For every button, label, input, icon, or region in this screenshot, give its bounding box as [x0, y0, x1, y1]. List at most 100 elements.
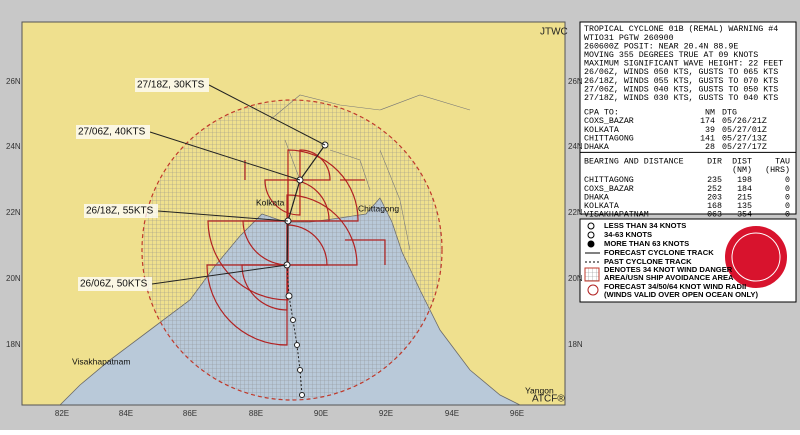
lon-label: 92E [379, 409, 393, 418]
info-panel [579, 21, 797, 215]
agency-label: JTWC [540, 27, 568, 38]
label-box [78, 277, 152, 291]
lon-label: 86E [183, 409, 197, 418]
forecast-track [286, 144, 326, 266]
lat-label: 20N [568, 274, 583, 283]
past-track [286, 264, 303, 396]
forecast-label: 27/18Z, 30KTS [137, 80, 205, 91]
panel-line: 26/06Z, WINDS 050 KTS, GUSTS TO 065 KTS [584, 67, 778, 77]
map [22, 22, 565, 405]
place-label: Chittagong [358, 203, 399, 213]
bearing-cell: 198 [737, 176, 752, 185]
forecast-label: 26/18Z, 55KTS [86, 206, 154, 217]
lat-label: 18N [6, 340, 21, 349]
place-label: Kolkata [256, 197, 285, 207]
cpa-cell: 39 [705, 126, 715, 135]
leader-line [151, 264, 288, 285]
legend-item: DENOTES 34 KNOT WIND DANGER [604, 265, 733, 274]
legend-item: LESS THAN 34 KNOTS [604, 221, 686, 230]
bearing-header: BEARING AND DISTANCE [584, 158, 684, 167]
panel-line: TROPICAL CYCLONE 01B (REMAL) WARNING #4 [584, 24, 778, 34]
panel-line: 26/18Z, WINDS 055 KTS, GUSTS TO 070 KTS [584, 76, 778, 86]
lat-label: 24N [568, 142, 583, 151]
legend-icons [584, 222, 789, 296]
label-box [76, 125, 150, 139]
lon-label: 84E [119, 409, 133, 418]
legend-item: PAST CYCLONE TRACK [604, 257, 692, 266]
lat-label: 22N [568, 208, 583, 217]
lon-label: 96E [510, 409, 524, 418]
panel-line: MOVING 355 DEGREES TRUE AT 09 KNOTS [584, 51, 758, 60]
bearing-cell: KOLKATA [584, 202, 619, 211]
legend-item: (WINDS VALID OVER OPEN OCEAN ONLY) [604, 290, 758, 299]
bearing-cell: VISAKHAPATNAM [584, 211, 649, 220]
cpa-cell: 28 [705, 143, 715, 152]
legend-item: 34-63 KNOTS [604, 230, 652, 239]
panel-line: 260600Z POSIT: NEAR 20.4N 88.9E [584, 42, 738, 51]
label-box [135, 78, 209, 92]
lon-label: 94E [445, 409, 459, 418]
bearing-subheader: (HRS) [765, 165, 790, 175]
cpa-cell: 05/26/21Z [722, 116, 767, 126]
bearing-header: DIR [707, 158, 722, 167]
bearing-cell: CHITTAGONG [584, 176, 634, 185]
bearing-header: DIST [732, 158, 752, 167]
cpa-cell: 05/27/13Z [722, 133, 767, 143]
cpa-cell: CHITTAGONG [584, 134, 634, 143]
cpa-header: DTG [722, 109, 737, 118]
leader-line [149, 131, 301, 181]
legend-item: FORECAST CYCLONE TRACK [604, 248, 714, 257]
bearing-cell: 0 [785, 193, 790, 202]
bearing-subheader: (NM) [732, 165, 752, 175]
bearing-cell: 0 [785, 176, 790, 185]
cpa-cell: 141 [700, 134, 715, 143]
cpa-cell: 05/27/01Z [722, 125, 767, 135]
cpa-cell: DHAKA [584, 143, 609, 152]
footer-label: ATCF® [532, 394, 565, 405]
bearing-cell: COXS_BAZAR [584, 185, 634, 194]
bearing-cell: 0 [785, 211, 790, 220]
lon-label: 90E [314, 409, 328, 418]
bearing-cell: 235 [707, 176, 722, 185]
bearing-cell: 135 [737, 202, 752, 211]
panel-line: 27/06Z, WINDS 040 KTS, GUSTS TO 050 KTS [584, 84, 778, 94]
cpa-cell: 05/27/17Z [722, 142, 767, 152]
bearing-cell: 0 [785, 185, 790, 194]
bearing-cell: 215 [737, 193, 752, 202]
legend-item: FORECAST 34/50/64 KNOT WIND RADII [604, 282, 746, 291]
bearing-cell: 203 [707, 193, 722, 202]
cpa-cell: KOLKATA [584, 126, 619, 135]
bearing-cell: 252 [707, 185, 722, 194]
lat-label: 20N [6, 274, 21, 283]
lat-label: 22N [6, 208, 21, 217]
bearing-cell: 0 [785, 202, 790, 211]
bearing-cell: 354 [737, 211, 752, 220]
bearing-header: TAU [775, 158, 790, 167]
bearing-cell: 168 [707, 202, 722, 211]
forecast-label: 26/06Z, 50KTS [80, 279, 148, 290]
lon-label: 88E [249, 409, 263, 418]
lat-label: 26N [6, 77, 21, 86]
leader-line [157, 210, 289, 222]
legend-item: MORE THAN 63 KNOTS [604, 239, 689, 248]
panel-line: 27/18Z, WINDS 030 KTS, GUSTS TO 040 KTS [584, 93, 778, 103]
cpa-header: NM [705, 109, 715, 118]
place-label: Yangon [525, 385, 554, 395]
cpa-cell: 174 [700, 117, 715, 126]
place-label: Visakhapatnam [72, 356, 130, 366]
danger-area [141, 99, 443, 401]
panel-line: MAXIMUM SIGNIFICANT WAVE HEIGHT: 22 FEET [584, 60, 783, 69]
lat-label: 26N [568, 77, 583, 86]
map-frame [21, 21, 566, 406]
panel-line: WTIO31 PGTW 260900 [584, 34, 674, 43]
cpa-cell: COXS_BAZAR [584, 117, 634, 126]
label-box [84, 204, 158, 218]
bearing-cell: 184 [737, 185, 752, 194]
leader-line [208, 84, 326, 146]
bearing-cell: DHAKA [584, 193, 609, 202]
bearing-cell: 063 [707, 211, 722, 220]
lat-label: 24N [6, 142, 21, 151]
lat-label: 18N [568, 340, 583, 349]
lon-label: 82E [55, 409, 69, 418]
